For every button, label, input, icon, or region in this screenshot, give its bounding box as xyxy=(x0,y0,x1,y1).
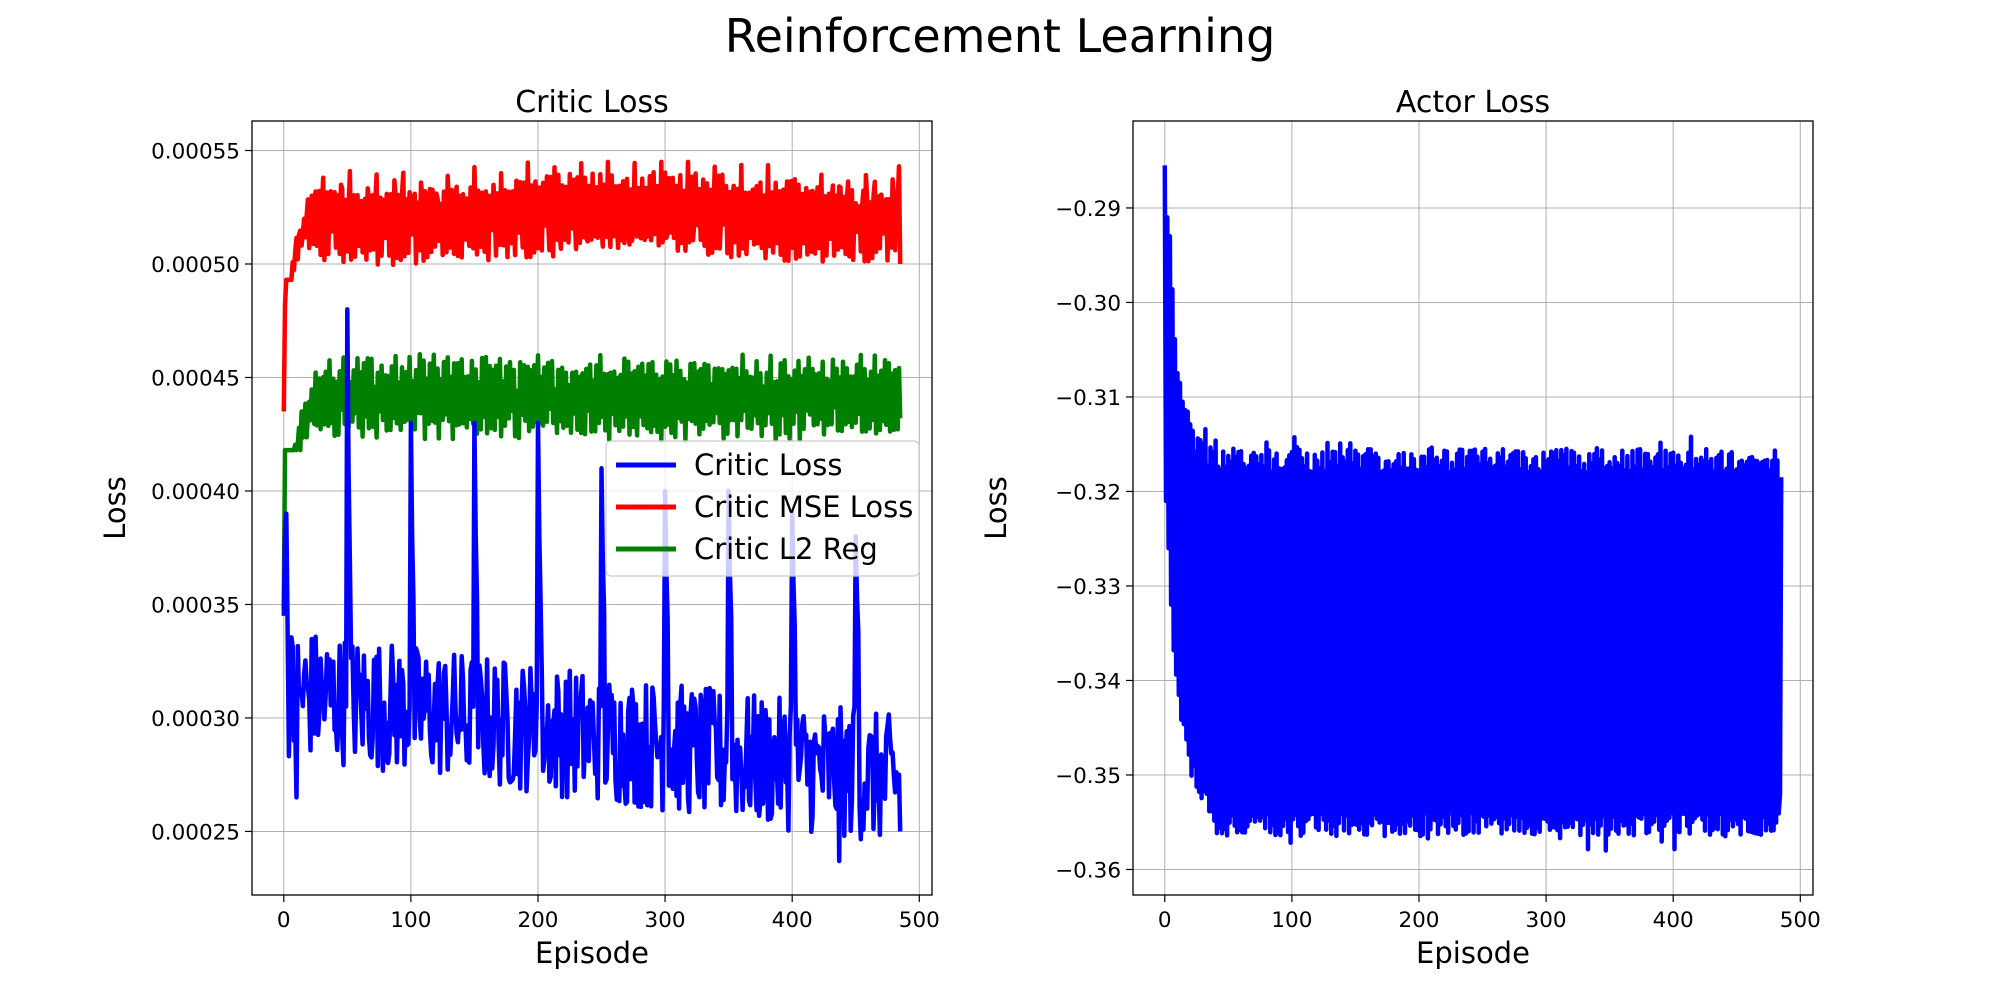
y-tick-label: −0.30 xyxy=(1055,291,1121,316)
legend-label: Critic L2 Reg xyxy=(694,532,878,566)
actor-loss-chart: 0 100 200 300 400 500 −0.36 −0.35 −0.34 −0.33 −0.3… xyxy=(979,85,1821,970)
x-tick-label: 400 xyxy=(1653,908,1694,933)
y-tick-label: 0.00025 xyxy=(151,820,240,845)
x-tick-label: 100 xyxy=(1271,908,1312,933)
series-line-critic-mse-loss xyxy=(281,159,903,412)
y-tick-label: −0.34 xyxy=(1055,669,1121,694)
x-tick-label: 400 xyxy=(772,908,813,933)
plot-frame xyxy=(251,120,933,896)
x-tick-label: 200 xyxy=(517,908,558,933)
x-tick-label: 300 xyxy=(645,908,686,933)
y-tick-label: 0.00050 xyxy=(151,253,240,278)
legend-label: Critic Loss xyxy=(694,448,842,482)
y-axis-label: Loss xyxy=(979,476,1013,540)
y-tick-label: 0.00030 xyxy=(151,707,240,732)
x-axis-label: Episode xyxy=(535,936,649,970)
x-tick-label: 200 xyxy=(1398,908,1439,933)
x-tick-label: 500 xyxy=(1780,908,1821,933)
figure-title: Reinforcement Learning xyxy=(725,9,1276,63)
x-tick-label: 300 xyxy=(1526,908,1567,933)
plot-frame xyxy=(1132,120,1814,896)
y-tick-label: 0.00055 xyxy=(151,140,240,165)
y-tick-label: 0.00040 xyxy=(151,480,240,505)
series-line-critic-l2-reg xyxy=(281,352,903,610)
y-tick-label: 0.00045 xyxy=(151,366,240,391)
y-tick-label: −0.36 xyxy=(1055,858,1121,883)
series-lines xyxy=(281,159,903,864)
chart-title: Actor Loss xyxy=(1396,85,1550,120)
series-lines xyxy=(1162,165,1784,853)
y-axis-label: Loss xyxy=(98,476,132,540)
y-tick-label: −0.31 xyxy=(1055,386,1121,411)
legend-box xyxy=(605,440,920,577)
x-tick-label: 500 xyxy=(899,908,940,933)
legend: Critic Loss Critic MSE Loss Critic L2 Reg xyxy=(605,440,920,577)
x-tick-label: 0 xyxy=(277,908,291,933)
chart-title: Critic Loss xyxy=(515,85,669,120)
x-tick-label: 100 xyxy=(390,908,431,933)
series-line-actor-loss xyxy=(1162,165,1784,853)
y-tick-label: 0.00035 xyxy=(151,593,240,618)
y-tick-label: −0.29 xyxy=(1055,197,1121,222)
series-line-critic-loss xyxy=(281,307,903,864)
y-tick-label: −0.32 xyxy=(1055,480,1121,505)
y-tick-label: −0.35 xyxy=(1055,764,1121,789)
y-tick-label: −0.33 xyxy=(1055,575,1121,600)
x-axis-label: Episode xyxy=(1416,936,1530,970)
legend-label: Critic MSE Loss xyxy=(694,490,913,524)
critic-loss-chart: 0 100 200 300 400 500 0.00025 0.00030 0.00035 0.0… xyxy=(98,85,940,970)
x-tick-label: 0 xyxy=(1158,908,1172,933)
